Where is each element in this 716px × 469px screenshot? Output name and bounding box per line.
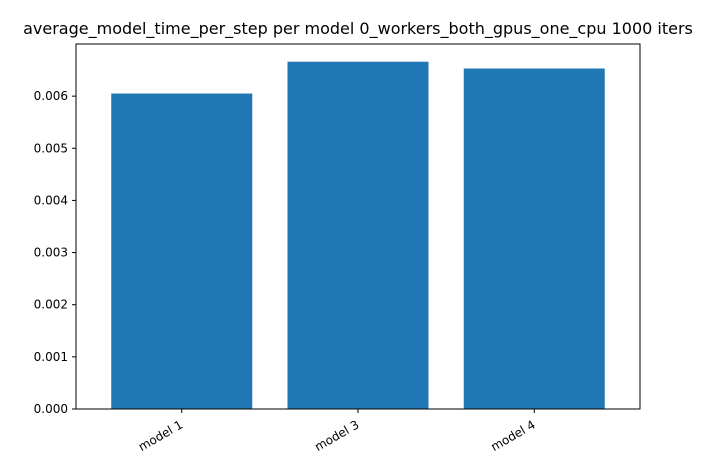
y-tick-label: 0.002 xyxy=(34,298,68,312)
x-tick-label: model 3 xyxy=(312,417,361,454)
plot-frame xyxy=(75,43,641,410)
bar-model-4 xyxy=(463,68,605,409)
x-axis: model 1 model 3 model 4 xyxy=(136,409,538,454)
y-tick-label: 0.001 xyxy=(34,350,68,364)
y-axis: 0.000 0.001 0.002 0.003 0.004 0.005 0.006 xyxy=(34,89,76,416)
x-tick-label: model 4 xyxy=(488,417,537,454)
y-tick-label: 0.006 xyxy=(34,89,68,103)
y-tick-label: 0.005 xyxy=(34,141,68,155)
bar-model-1 xyxy=(111,93,253,410)
y-tick-label: 0.004 xyxy=(34,193,68,207)
bar-model-3 xyxy=(287,61,429,409)
bars-group xyxy=(111,61,605,410)
chart-title: average_model_time_per_step per model 0_… xyxy=(23,19,693,39)
y-tick-label: 0.003 xyxy=(34,246,68,260)
x-tick-label: model 1 xyxy=(136,417,185,454)
y-tick-label: 0.000 xyxy=(34,402,68,416)
